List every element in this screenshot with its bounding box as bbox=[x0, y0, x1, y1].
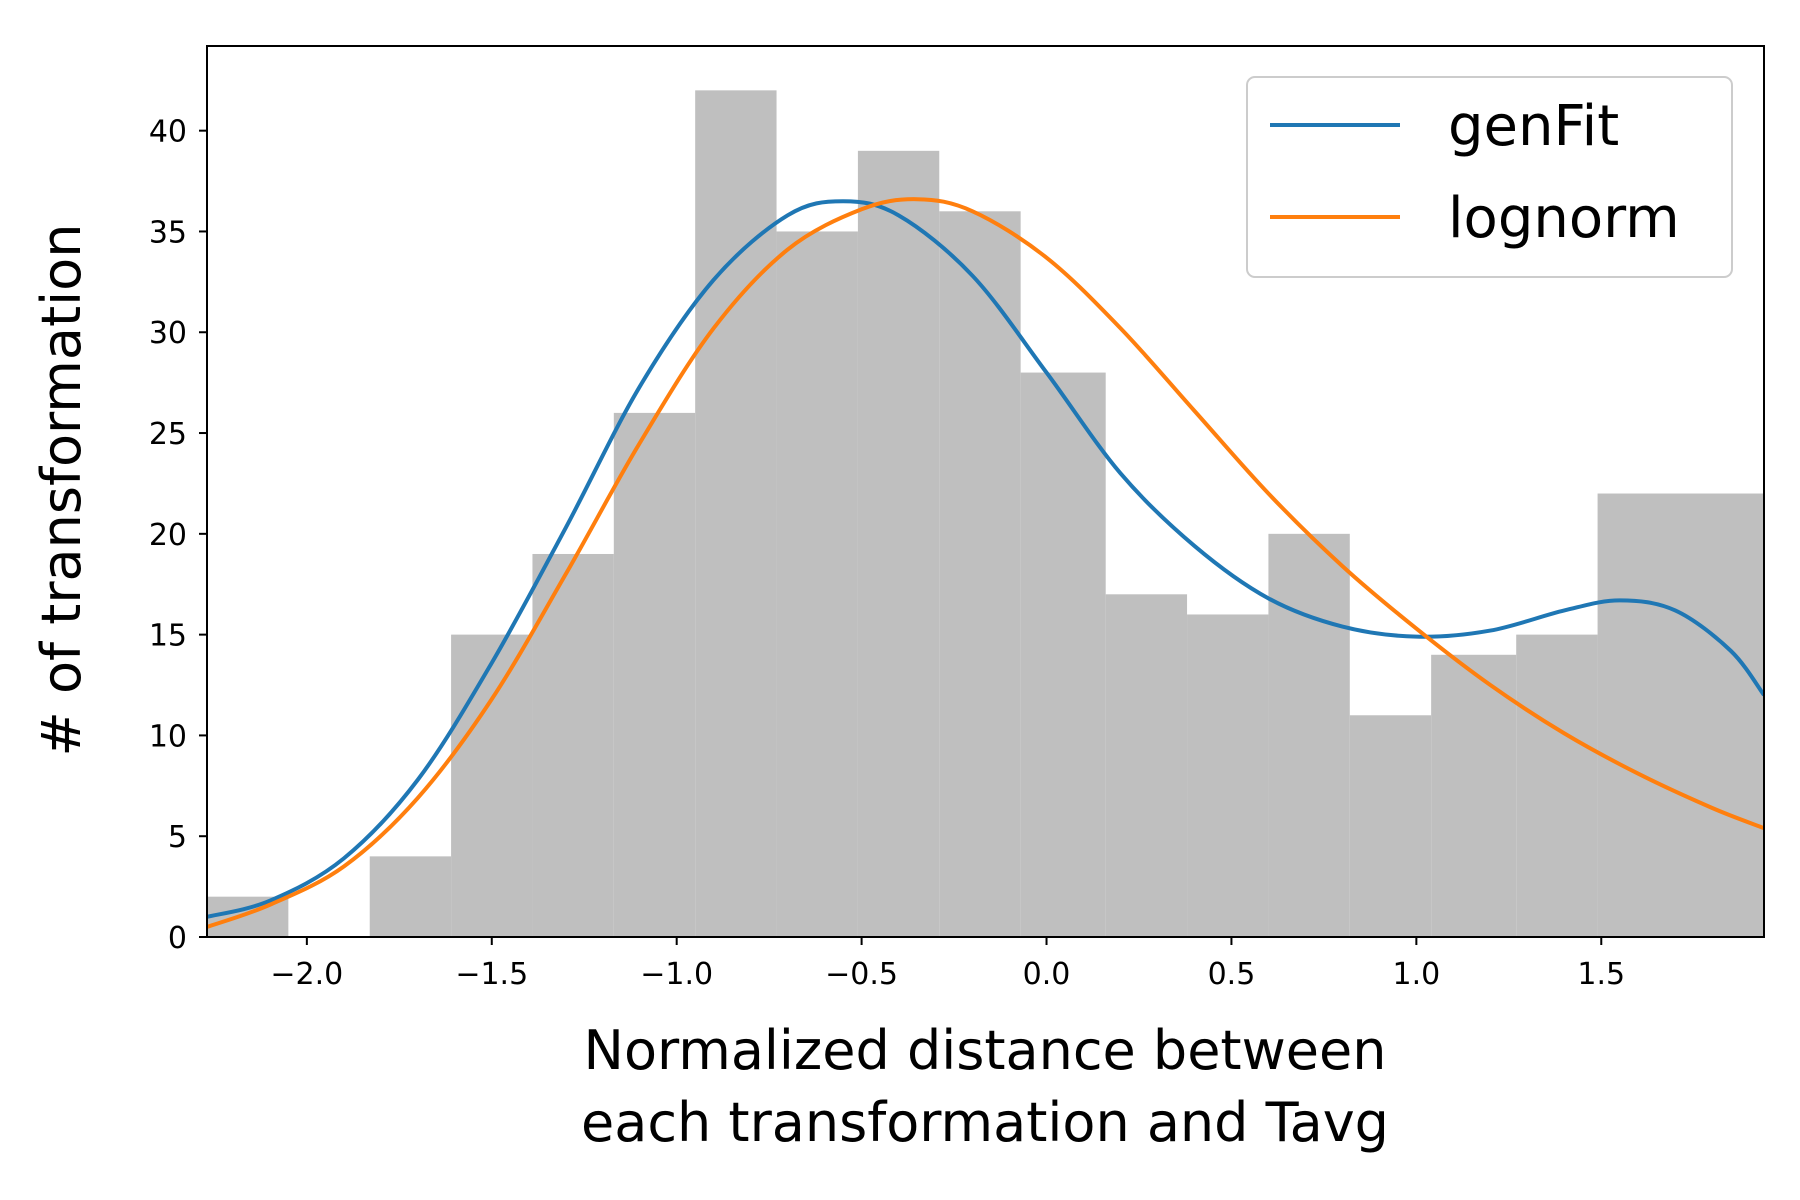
histogram-bar bbox=[1431, 654, 1517, 937]
histogram-bar bbox=[1187, 614, 1269, 937]
y-tick-label: 25 bbox=[149, 417, 187, 452]
y-tick-label: 0 bbox=[168, 921, 187, 956]
x-tick-label: 0.0 bbox=[1023, 957, 1071, 992]
histogram-bar bbox=[1516, 634, 1598, 937]
histogram-bar bbox=[1105, 594, 1188, 937]
x-tick-label: −2.0 bbox=[270, 957, 343, 992]
x-axis-label-line-2: each transformation and Tavg bbox=[581, 1091, 1389, 1154]
histogram-bar bbox=[1597, 493, 1764, 937]
histogram-bar bbox=[613, 412, 696, 937]
histogram-bar bbox=[776, 231, 858, 937]
histogram-bar bbox=[532, 553, 614, 937]
fit-curves bbox=[207, 197, 1764, 929]
plot-frame bbox=[206, 45, 1765, 938]
histogram-bar bbox=[369, 856, 452, 937]
y-tick-label: 30 bbox=[149, 316, 187, 351]
histogram-bar bbox=[1268, 533, 1350, 937]
histogram-bar bbox=[1349, 715, 1432, 937]
series-line-lognorm bbox=[207, 197, 1764, 929]
x-tick-label: 1.0 bbox=[1392, 957, 1440, 992]
x-axis-ticks: −2.0 −1.5 −1.0 −0.5 0.0 0.5 1.0 1.5 bbox=[270, 937, 1625, 992]
legend-label-genfit: genFit bbox=[1448, 94, 1619, 159]
histogram-bar bbox=[451, 634, 533, 937]
histogram-bar bbox=[695, 90, 777, 937]
y-tick-label: 10 bbox=[149, 719, 187, 754]
histogram-bars bbox=[207, 90, 1764, 937]
x-tick-label: −0.5 bbox=[825, 957, 898, 992]
x-tick-label: 1.5 bbox=[1577, 957, 1625, 992]
x-tick-label: −1.5 bbox=[455, 957, 528, 992]
y-tick-label: 40 bbox=[149, 115, 187, 150]
y-tick-label: 35 bbox=[149, 215, 187, 250]
histogram-bar bbox=[1020, 372, 1106, 937]
y-axis-label: # of transformation bbox=[30, 224, 93, 757]
y-tick-label: 15 bbox=[149, 619, 187, 654]
y-tick-label: 20 bbox=[149, 518, 187, 553]
x-tick-label: −1.0 bbox=[640, 957, 713, 992]
series-line-genfit bbox=[207, 199, 1764, 919]
x-axis-label-line-1: Normalized distance between bbox=[584, 1019, 1387, 1082]
legend: genFit lognorm bbox=[1246, 76, 1733, 278]
y-axis-ticks: 0 5 10 15 20 25 30 35 40 bbox=[149, 115, 207, 956]
histogram-bar bbox=[939, 211, 1021, 937]
legend-label-lognorm: lognorm bbox=[1448, 186, 1680, 251]
x-tick-label: 0.5 bbox=[1208, 957, 1256, 992]
y-tick-label: 5 bbox=[168, 820, 187, 855]
histogram-bar bbox=[857, 150, 940, 937]
